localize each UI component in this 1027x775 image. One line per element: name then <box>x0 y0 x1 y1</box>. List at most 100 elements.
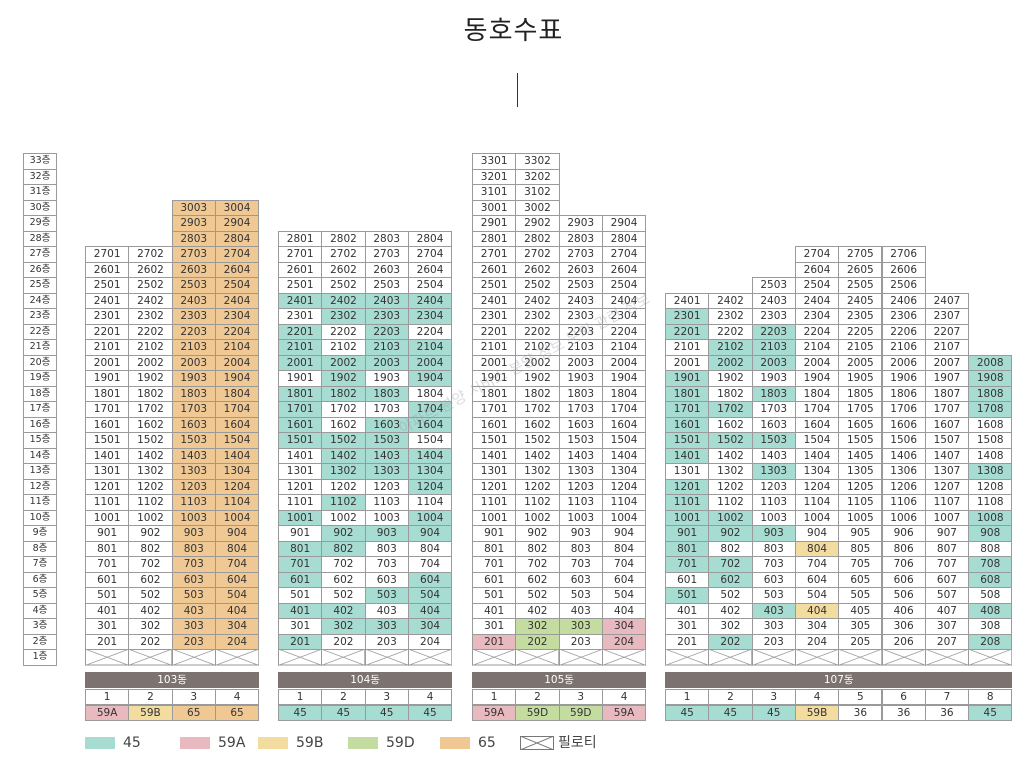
unit-cell: 1308 <box>968 463 1013 480</box>
unit-cell: 1707 <box>924 401 970 418</box>
floor-label: 21층 <box>23 339 57 356</box>
unit-cell: 1301 <box>278 463 323 480</box>
unit-cell: 2604 <box>407 261 453 278</box>
line-number: 2 <box>321 689 366 705</box>
floor-label: 19층 <box>23 370 57 387</box>
unit-cell: 904 <box>794 525 840 542</box>
unit-cell: 1702 <box>515 401 560 418</box>
unit-cell: 1401 <box>472 447 517 464</box>
unit-cell: 203 <box>751 633 796 650</box>
unit-cell: 2302 <box>321 308 366 325</box>
unit-cell: 2506 <box>881 277 926 294</box>
unit-cell: 1407 <box>924 447 970 464</box>
unit-cell: 1703 <box>558 401 603 418</box>
unit-cell: 404 <box>794 602 840 619</box>
unit-cell: 2304 <box>794 308 840 325</box>
unit-cell: 304 <box>214 618 260 635</box>
unit-cell: 303 <box>171 618 216 635</box>
unit-cell: 1605 <box>838 416 883 433</box>
unit-cell: 2804 <box>407 230 453 247</box>
unit-cell: 2404 <box>601 292 647 309</box>
unit-cell: 706 <box>881 556 926 573</box>
unit-cell: 2803 <box>364 230 409 247</box>
unit-cell: 402 <box>515 602 560 619</box>
unit-cell: 503 <box>558 587 603 604</box>
pilotis-cell <box>472 649 517 666</box>
unit-cell: 2401 <box>85 292 130 309</box>
unit-cell: 2307 <box>924 308 970 325</box>
unit-cell: 1703 <box>364 401 409 418</box>
unit-cell: 1201 <box>665 478 710 495</box>
unit-cell: 2405 <box>838 292 883 309</box>
line-type: 65 <box>171 705 216 721</box>
unit-cell: 2107 <box>924 339 970 356</box>
unit-cell: 1007 <box>924 509 970 526</box>
unit-cell: 2903 <box>171 215 216 232</box>
unit-cell: 802 <box>321 540 366 557</box>
line-number: 5 <box>838 689 883 705</box>
unit-cell: 2001 <box>278 354 323 371</box>
unit-cell: 603 <box>751 571 796 588</box>
floor-label: 11층 <box>23 494 57 511</box>
unit-cell: 2302 <box>515 308 560 325</box>
unit-cell: 3101 <box>472 184 517 201</box>
unit-cell: 708 <box>968 556 1013 573</box>
unit-cell: 1501 <box>665 432 710 449</box>
unit-cell: 1508 <box>968 432 1013 449</box>
line-type: 45 <box>407 705 453 721</box>
line-type: 45 <box>665 705 710 721</box>
unit-cell: 1201 <box>278 478 323 495</box>
unit-cell: 408 <box>968 602 1013 619</box>
floor-label: 15층 <box>23 432 57 449</box>
unit-cell: 803 <box>751 540 796 557</box>
unit-cell: 2205 <box>838 323 883 340</box>
unit-cell: 2502 <box>321 277 366 294</box>
unit-cell: 1202 <box>321 478 366 495</box>
unit-cell: 2504 <box>601 277 647 294</box>
unit-cell: 803 <box>364 540 409 557</box>
unit-cell: 2505 <box>838 277 883 294</box>
legend-label: 59D <box>386 735 415 751</box>
unit-cell: 702 <box>321 556 366 573</box>
unit-cell: 2601 <box>278 261 323 278</box>
unit-cell: 2102 <box>708 339 753 356</box>
unit-cell: 2702 <box>321 246 366 263</box>
unit-cell: 2203 <box>558 323 603 340</box>
unit-cell: 205 <box>838 633 883 650</box>
unit-cell: 2101 <box>85 339 130 356</box>
unit-cell: 201 <box>85 633 130 650</box>
unit-cell: 301 <box>278 618 323 635</box>
unit-cell: 1203 <box>171 478 216 495</box>
unit-cell: 804 <box>601 540 647 557</box>
floor-label: 8층 <box>23 540 57 557</box>
unit-cell: 503 <box>171 587 216 604</box>
line-number: 3 <box>171 689 216 705</box>
floor-label: 31층 <box>23 184 57 201</box>
line-type: 45 <box>968 705 1013 721</box>
unit-cell: 1602 <box>708 416 753 433</box>
unit-cell: 1203 <box>751 478 796 495</box>
unit-cell: 1003 <box>171 509 216 526</box>
unit-cell: 402 <box>321 602 366 619</box>
unit-cell: 1301 <box>472 463 517 480</box>
unit-cell: 602 <box>321 571 366 588</box>
unit-cell: 802 <box>128 540 173 557</box>
unit-cell: 1802 <box>708 385 753 402</box>
floor-label: 18층 <box>23 385 57 402</box>
unit-cell: 1001 <box>85 509 130 526</box>
unit-cell: 2203 <box>364 323 409 340</box>
pilotis-cell <box>85 649 130 666</box>
unit-cell: 1408 <box>968 447 1013 464</box>
unit-cell: 2303 <box>171 308 216 325</box>
unit-cell: 1307 <box>924 463 970 480</box>
unit-cell: 501 <box>85 587 130 604</box>
unit-cell: 1207 <box>924 478 970 495</box>
unit-cell: 1705 <box>838 401 883 418</box>
floor-label: 26층 <box>23 261 57 278</box>
unit-cell: 301 <box>472 618 517 635</box>
unit-cell: 1403 <box>171 447 216 464</box>
legend-label: 59B <box>296 735 324 751</box>
unit-cell: 1105 <box>838 494 883 511</box>
unit-cell: 1904 <box>214 370 260 387</box>
unit-cell: 2604 <box>214 261 260 278</box>
